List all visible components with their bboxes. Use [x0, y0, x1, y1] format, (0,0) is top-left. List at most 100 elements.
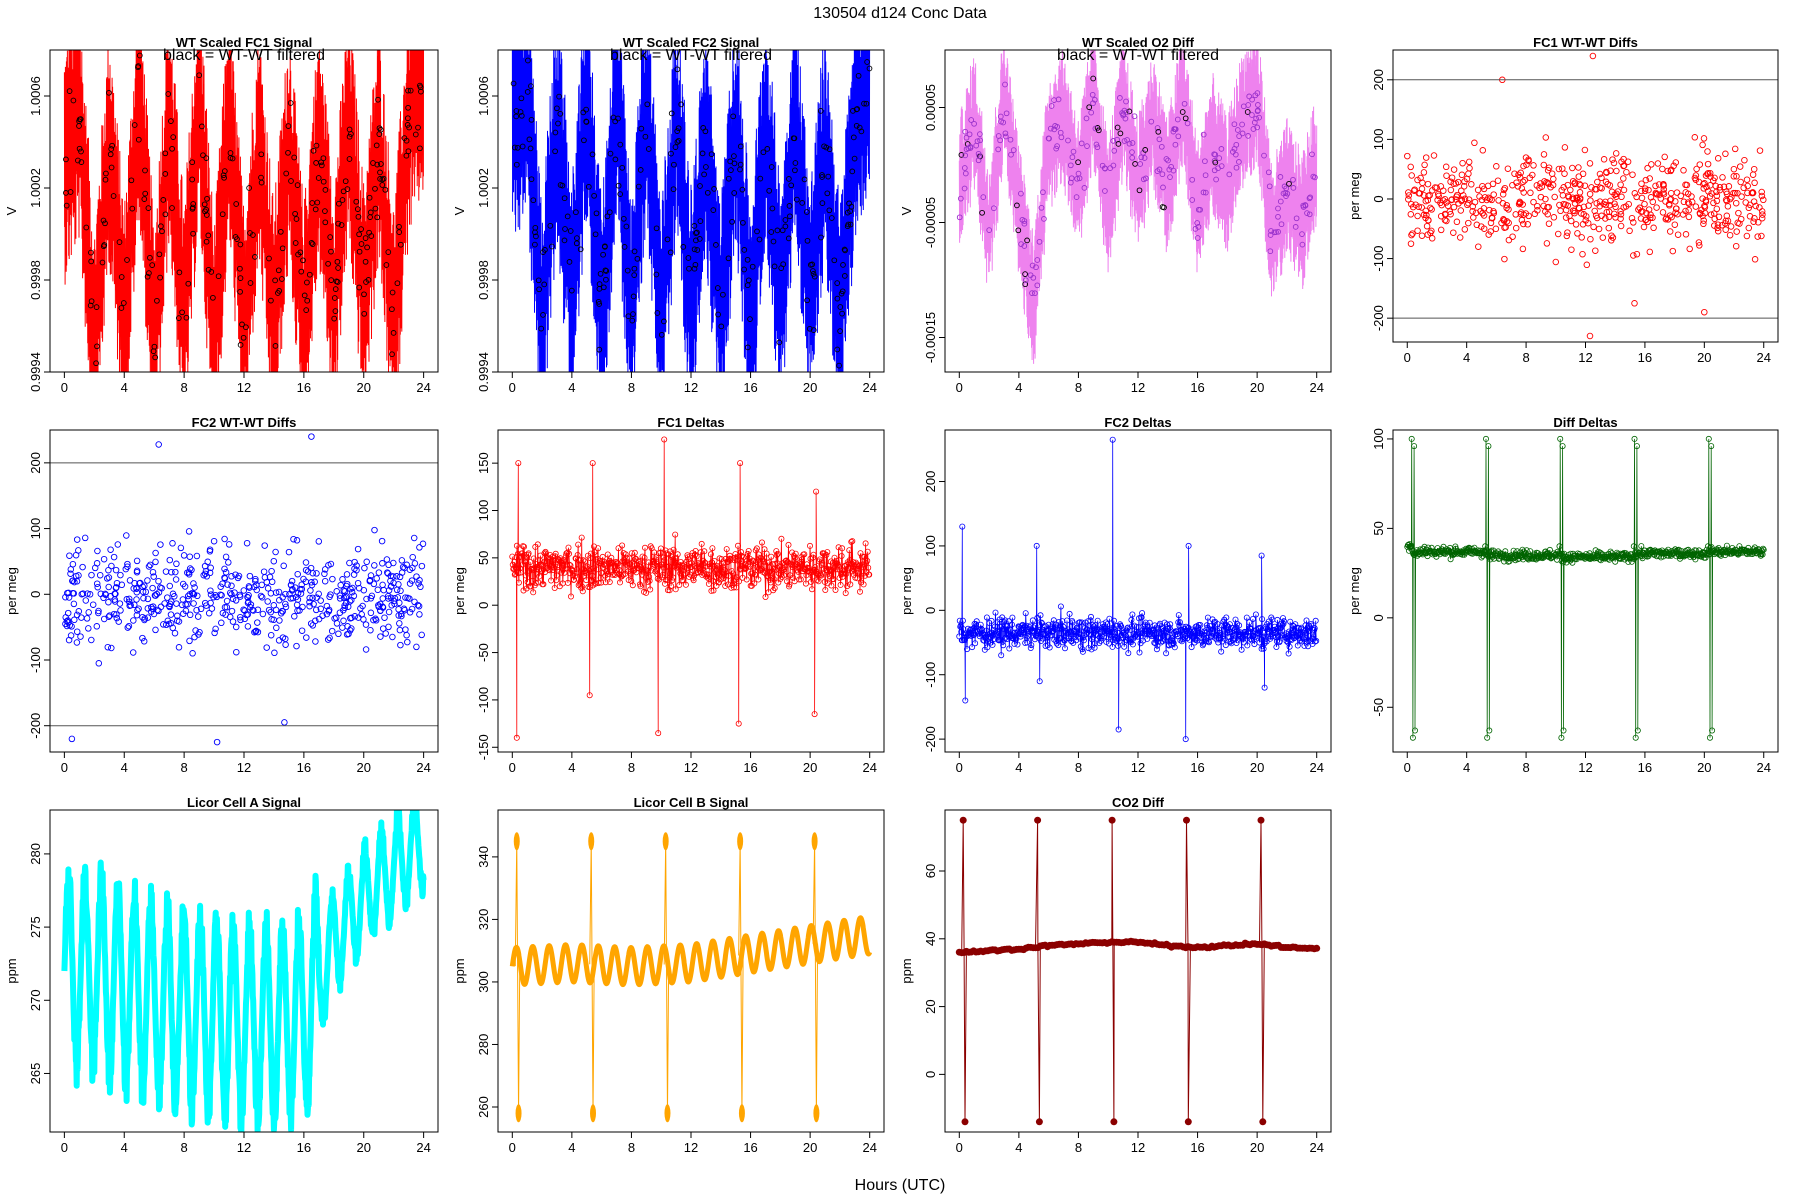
data-point: [1666, 228, 1674, 235]
data-point: [626, 555, 633, 562]
data-point: [704, 572, 711, 579]
data-point: [343, 580, 351, 588]
data-point: [595, 298, 602, 305]
data-point: [135, 64, 141, 71]
data-point: [973, 618, 980, 625]
data-point: [1617, 181, 1624, 188]
data-point: [1758, 214, 1766, 222]
plot-frame: [497, 429, 885, 753]
data-point: [1505, 206, 1512, 213]
data-point: [1572, 221, 1580, 228]
data-point: [235, 572, 243, 580]
data-point: [393, 586, 401, 594]
data-point: [354, 545, 362, 553]
data-point: [530, 589, 537, 596]
data-point: [831, 554, 838, 561]
data-point: [1709, 727, 1716, 734]
data-point: [258, 594, 266, 601]
data-point: [712, 574, 719, 581]
data-point: [378, 161, 384, 167]
data-point: [1259, 1118, 1267, 1126]
data-point: [395, 606, 402, 613]
data-point: [1612, 193, 1620, 200]
data-point: [1273, 229, 1279, 235]
data-point: [1512, 224, 1520, 232]
data-point: [962, 697, 969, 704]
data-point: [1580, 203, 1588, 211]
y-tick-label: 0: [923, 607, 938, 614]
data-point: [297, 585, 304, 593]
data-point: [384, 592, 392, 600]
data-point: [1638, 180, 1645, 187]
data-point: [1617, 222, 1625, 230]
x-tick-label: 16: [1638, 350, 1652, 365]
data-point: [418, 562, 426, 570]
data-point: [348, 596, 355, 604]
data-point: [674, 128, 681, 134]
data-point: [275, 290, 281, 296]
data-point: [680, 244, 687, 250]
data-point: [961, 185, 968, 192]
data-point: [1129, 154, 1136, 161]
data-point: [1022, 610, 1029, 617]
data-point: [319, 612, 326, 619]
data-point: [118, 581, 126, 589]
data-point: [847, 581, 854, 588]
data-point: [1605, 208, 1613, 216]
data-point: [784, 558, 791, 565]
data-point: [1561, 170, 1568, 177]
data-point: [596, 346, 603, 353]
data-point: [1253, 115, 1259, 122]
data-point: [73, 639, 81, 646]
data-point: [957, 195, 964, 202]
data-point: [1167, 621, 1174, 628]
data-point: [971, 120, 977, 127]
data-point: [574, 552, 581, 559]
data-point: [643, 589, 650, 596]
data-point: [1682, 207, 1689, 215]
data-point: [339, 624, 346, 631]
x-tick-label: 0: [956, 380, 963, 395]
data-point: [1027, 272, 1034, 279]
y-tick-label: -50: [1371, 698, 1386, 717]
data-point: [855, 72, 862, 79]
data-point: [723, 572, 730, 579]
data-point: [640, 562, 647, 569]
data-point: [405, 87, 411, 94]
data-point: [1194, 235, 1201, 241]
data-point: [367, 626, 374, 634]
x-tick-label: 8: [1522, 350, 1529, 365]
data-point: [253, 581, 260, 589]
data-point: [190, 591, 198, 598]
data-point: [1216, 155, 1223, 161]
data-point: [1443, 199, 1450, 206]
data-point: [1726, 195, 1734, 203]
data-point: [1440, 187, 1447, 194]
x-tick-label: 24: [1309, 760, 1323, 775]
data-point: [203, 206, 209, 213]
data-point: [1695, 239, 1703, 246]
data-point: [157, 603, 165, 611]
data-point: [1756, 147, 1764, 154]
data-point: [729, 570, 736, 577]
data-point: [160, 197, 167, 203]
data-point: [532, 224, 539, 231]
data-point: [1046, 644, 1053, 651]
data-point: [75, 547, 82, 554]
data-point: [702, 559, 709, 566]
data-point: [237, 616, 244, 624]
data-point: [538, 568, 545, 575]
data-point: [1457, 207, 1465, 214]
plot-area: [956, 50, 1318, 364]
data-point: [237, 288, 243, 295]
data-point: [676, 582, 683, 589]
data-point: [1502, 548, 1509, 555]
data-point: [1427, 229, 1434, 237]
data-point: [1574, 230, 1581, 237]
data-point: [744, 344, 751, 351]
x-tick-label: 24: [1757, 350, 1771, 365]
data-point: [162, 568, 170, 575]
data-point: [1456, 234, 1464, 241]
data-point: [389, 289, 396, 296]
data-point: [240, 606, 247, 613]
